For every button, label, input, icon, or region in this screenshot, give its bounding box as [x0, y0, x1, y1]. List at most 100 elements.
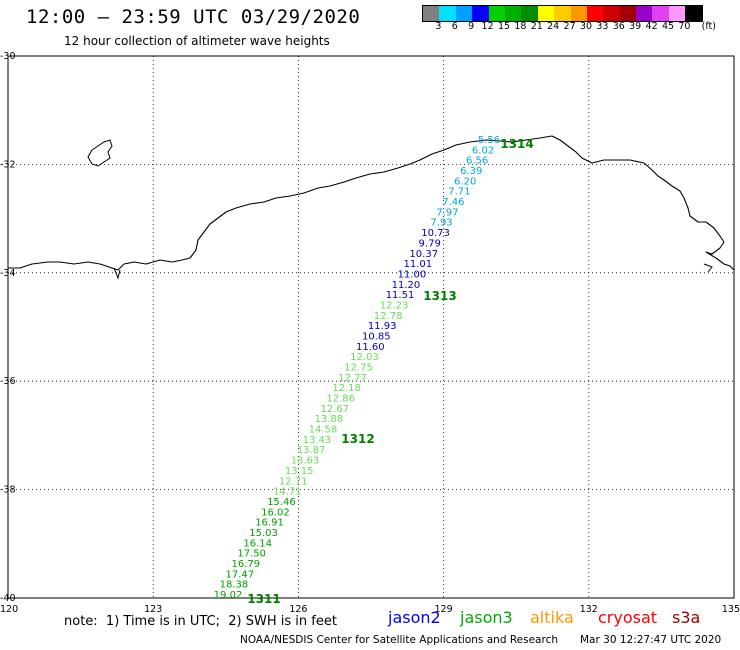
longitude-tick-label: 132	[580, 604, 598, 612]
wave-height-label: 12.78	[374, 311, 403, 322]
wave-height-label: 11.93	[368, 321, 397, 332]
wave-height-label: 6.56	[466, 156, 488, 167]
legend-swatch	[537, 6, 555, 21]
wave-height-label: 12.67	[320, 404, 349, 415]
wave-height-label: 11.20	[392, 280, 421, 291]
satellite-label-jason2: jason2	[388, 608, 441, 627]
legend-swatch	[455, 6, 473, 21]
wave-height-label: 15.46	[267, 497, 296, 508]
legend-swatch	[603, 6, 620, 21]
wave-height-label: 13.88	[315, 414, 344, 425]
longitude-tick-label: 123	[144, 604, 162, 612]
wave-height-label: 17.50	[237, 549, 266, 560]
legend-tick-label: 27	[563, 21, 576, 32]
legend-swatch	[423, 6, 440, 21]
legend-unit-label: (ft)	[701, 21, 716, 32]
legend-tick-labels: 3 6 9 12 15 18 21 24 27 30 33 36 39 42 45 70 (ft)	[422, 21, 740, 35]
coastline	[8, 135, 735, 271]
footer-note: note: 1) Time is in UTC; 2) SWH is in fe…	[64, 614, 337, 629]
wave-height-label: 16.79	[231, 559, 260, 570]
wave-height-label: 13.87	[297, 445, 326, 456]
footer-credit: NOAA/NESDIS Center for Satellite Applica…	[240, 634, 558, 646]
wave-height-label: 7.46	[442, 197, 464, 208]
legend-tick-label: 21	[530, 21, 543, 32]
wave-height-label: 12.75	[344, 363, 373, 374]
wave-height-label: 13.43	[303, 435, 332, 446]
wave-height-label: 16.14	[243, 538, 272, 549]
wave-height-label: 10.85	[362, 331, 391, 342]
latitude-tick-label: -30	[0, 51, 16, 62]
legend-swatch	[472, 6, 489, 21]
pass-id-label: 1312	[341, 432, 374, 446]
wave-height-label: 12.03	[350, 352, 379, 363]
legend-swatch	[439, 6, 456, 21]
map-subtitle: 12 hour collection of altimeter wave hei…	[64, 34, 330, 48]
wave-height-label: 10.37	[409, 249, 438, 260]
latitude-tick-label: -32	[0, 159, 16, 170]
legend-swatch	[668, 6, 686, 21]
wave-height-label: 12.86	[326, 394, 355, 405]
legend-tick-label: 33	[596, 21, 609, 32]
legend-tick-label: 18	[514, 21, 527, 32]
legend-swatch	[554, 6, 571, 21]
wave-height-label: 5.56	[478, 135, 500, 146]
legend-tick-label: 6	[451, 21, 458, 32]
coast-fragment	[703, 263, 713, 273]
wave-height-label: 11.51	[386, 290, 415, 301]
pass-id-label: 1313	[423, 289, 456, 303]
legend-swatch	[652, 6, 669, 21]
wave-height-label: 14.58	[309, 425, 338, 436]
wave-height-label: 16.91	[255, 518, 284, 529]
legend-swatch	[636, 6, 653, 21]
wave-height-label: 18.38	[220, 580, 249, 591]
legend-tick-label: 15	[497, 21, 511, 32]
wave-height-label: 16.02	[261, 507, 290, 518]
legend-tick-label: 12	[481, 21, 494, 32]
wave-height-label: 17.47	[226, 569, 255, 580]
satellite-label-cryosat: cryosat	[598, 608, 658, 627]
legend-tick-label: 24	[547, 21, 560, 32]
latitude-tick-label: -34	[0, 268, 16, 279]
legend-swatch	[685, 6, 702, 21]
pass-id-label: 1314	[500, 137, 533, 151]
legend-swatch	[488, 6, 505, 21]
wave-height-label: 13.15	[285, 466, 314, 477]
latitude-tick-label: -36	[0, 376, 16, 387]
wave-height-label: 12.77	[338, 373, 367, 384]
longitude-tick-label: 120	[0, 604, 18, 612]
wave-height-label: 11.01	[403, 259, 432, 270]
legend-tick-label: 9	[468, 21, 475, 32]
wave-height-label: 7.93	[430, 218, 452, 229]
satellite-label-jason3: jason3	[460, 608, 513, 627]
legend-swatch	[586, 6, 604, 21]
island-outline	[87, 139, 113, 167]
wave-height-label: 10.73	[421, 228, 450, 239]
legend-tick-label: 39	[629, 21, 642, 32]
satellite-label-altika: altika	[530, 608, 574, 627]
satellite-label-s3a: s3a	[672, 608, 701, 627]
wave-height-label: 7.97	[436, 207, 458, 218]
footer-timestamp: Mar 30 12:27:47 UTC 2020	[580, 634, 722, 646]
wave-height-label: 6.20	[454, 176, 476, 187]
wave-height-color-legend	[422, 5, 703, 22]
legend-tick-label: 70	[678, 21, 691, 32]
legend-tick-label: 36	[612, 21, 625, 32]
wave-height-label: 6.02	[472, 145, 494, 156]
longitude-tick-label: 129	[435, 604, 453, 612]
wave-height-label: 19.02	[214, 590, 243, 601]
longitude-tick-label: 135	[722, 604, 740, 612]
longitude-tick-label: 126	[289, 604, 307, 612]
legend-tick-label: 42	[645, 21, 658, 32]
legend-swatch	[570, 6, 587, 21]
wave-height-label: 12.71	[279, 476, 308, 487]
map-title: 12:00 — 23:59 UTC 03/29/2020	[26, 6, 361, 28]
coast-fragment	[113, 267, 121, 280]
pass-id-label: 1311	[247, 592, 280, 606]
legend-swatch	[619, 6, 637, 21]
legend-tick-label: 3	[435, 21, 442, 32]
legend-tick-label: 30	[579, 21, 593, 32]
wave-height-label: 9.79	[419, 238, 441, 249]
altimeter-map: 120 123 126 129 132 135 -30 -32 -34 -36 -38 -40 19.0…	[0, 51, 740, 612]
wave-height-label: 12.18	[332, 383, 361, 394]
wave-height-label: 11.60	[356, 342, 385, 353]
